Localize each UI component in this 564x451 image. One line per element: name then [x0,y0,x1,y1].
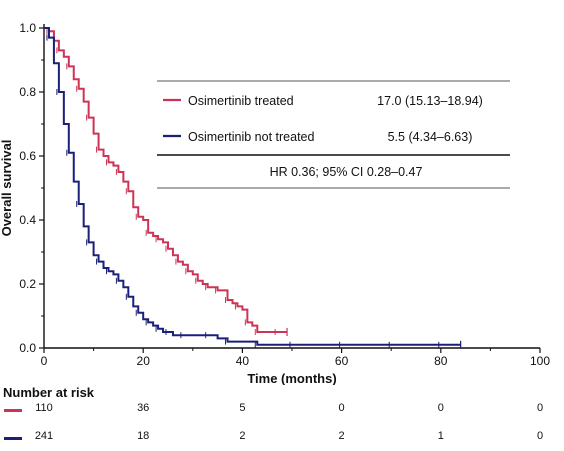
risk-count: 2 [239,430,246,442]
legend-label-treated: Osimertinib treated [188,94,294,108]
risk-count: 0 [536,430,544,442]
risk-count: 110 [35,402,53,414]
y-axis-title: Overall survival [0,140,14,237]
y-tick-label: 0.0 [19,341,36,355]
y-tick-label: 1.0 [19,21,36,35]
risk-table-title: Number at risk [3,385,95,400]
x-tick-label: 80 [434,354,448,368]
x-tick-label: 100 [530,354,550,368]
risk-count: 0 [536,402,544,414]
risk-row-treated: 110 36 5 0 0 0 [0,402,564,418]
legend-hazard-ratio: HR 0.36; 95% CI 0.28–0.47 [270,165,423,179]
risk-count: 36 [137,402,150,414]
risk-swatch-treated [4,409,22,412]
x-tick-label: 20 [137,354,151,368]
x-axis-title: Time (months) [247,371,336,385]
survival-curve-treated [44,27,288,333]
x-tick-label: 60 [335,354,349,368]
y-tick-label: 0.8 [19,85,36,99]
y-tick-label: 0.6 [19,149,36,163]
risk-count: 2 [338,430,345,442]
x-tick-label: 0 [41,354,48,368]
legend-label-not_treated: Osimertinib not treated [188,130,314,144]
x-tick-label: 40 [236,354,250,368]
legend-median-treated: 17.0 (15.13–18.94) [377,94,483,108]
survival-chart: 0 20 40 60 80 100 0.0 0.2 0.4 0.6 0.8 1.0 Time (mont… [0,21,550,385]
y-tick-label: 0.4 [19,213,36,227]
risk-row-not_treated: 241 18 2 2 1 0 [0,430,564,446]
risk-count: 0 [338,402,345,414]
survival-curve-not_treated [44,27,461,346]
risk-count: 1 [437,430,444,442]
y-tick-label: 0.2 [19,277,36,291]
risk-swatch-not_treated [4,437,22,440]
risk-count: 5 [239,402,246,414]
risk-count: 0 [437,402,444,414]
risk-count: 18 [137,430,150,442]
risk-count: 241 [34,430,54,442]
legend-median-not_treated: 5.5 (4.34–6.63) [388,130,473,144]
